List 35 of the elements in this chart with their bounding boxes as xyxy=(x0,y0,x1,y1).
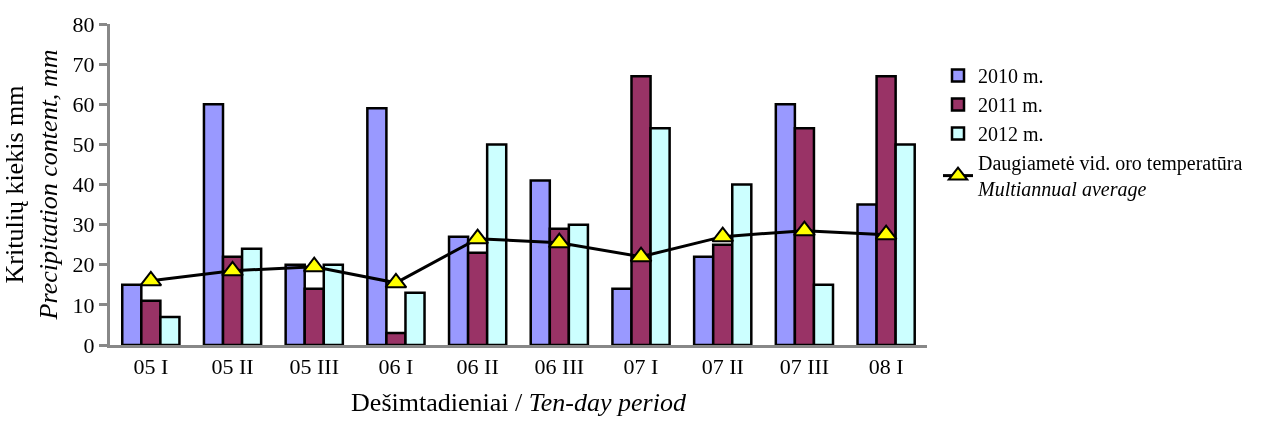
point xyxy=(874,224,898,241)
point xyxy=(793,220,816,237)
x-tick-label: 07 III xyxy=(779,354,830,380)
x-tick-label: 05 I xyxy=(133,354,169,380)
point xyxy=(466,228,490,245)
legend-label: 2011 m. xyxy=(978,94,1043,117)
point xyxy=(384,272,408,289)
x-tick-label: 08 I xyxy=(868,354,904,380)
y-tick-label: 80 xyxy=(72,11,95,37)
y-tick-label: 50 xyxy=(72,132,95,158)
x-tick-label: 06 I xyxy=(378,354,414,380)
point xyxy=(221,260,244,277)
x-axis-title: Dešimtadieniai / Ten-day period xyxy=(351,388,687,418)
x-tick-label: 06 II xyxy=(456,354,499,380)
x-tick-label: 06 III xyxy=(534,354,585,380)
x-tick-label: 05 II xyxy=(211,354,254,380)
y-tick-label: 30 xyxy=(72,212,95,238)
y-tick-label: 40 xyxy=(72,172,95,198)
y-tick-label: 0 xyxy=(83,332,95,358)
point xyxy=(139,270,163,287)
legend-label: 2012 m. xyxy=(978,123,1044,146)
y-tick-label: 70 xyxy=(72,51,95,77)
y-tick-label: 10 xyxy=(72,292,95,318)
y-axis-title: Kritulių kiekis mm Precipitation content, mm xyxy=(0,49,63,321)
y-tick-label: 20 xyxy=(72,252,95,278)
x-tick-label: 05 III xyxy=(289,354,339,380)
point xyxy=(711,226,735,243)
x-tick-label: 07 II xyxy=(701,354,744,380)
point xyxy=(629,246,653,263)
point xyxy=(547,232,571,249)
y-tick-label: 60 xyxy=(72,91,95,117)
point xyxy=(302,256,326,273)
legend-label: Daugiametė vid. oro temperatūra Multiannual average xyxy=(977,152,1243,202)
x-tick-label: 07 I xyxy=(623,354,659,380)
legend-label: 2010 m. xyxy=(978,65,1044,88)
